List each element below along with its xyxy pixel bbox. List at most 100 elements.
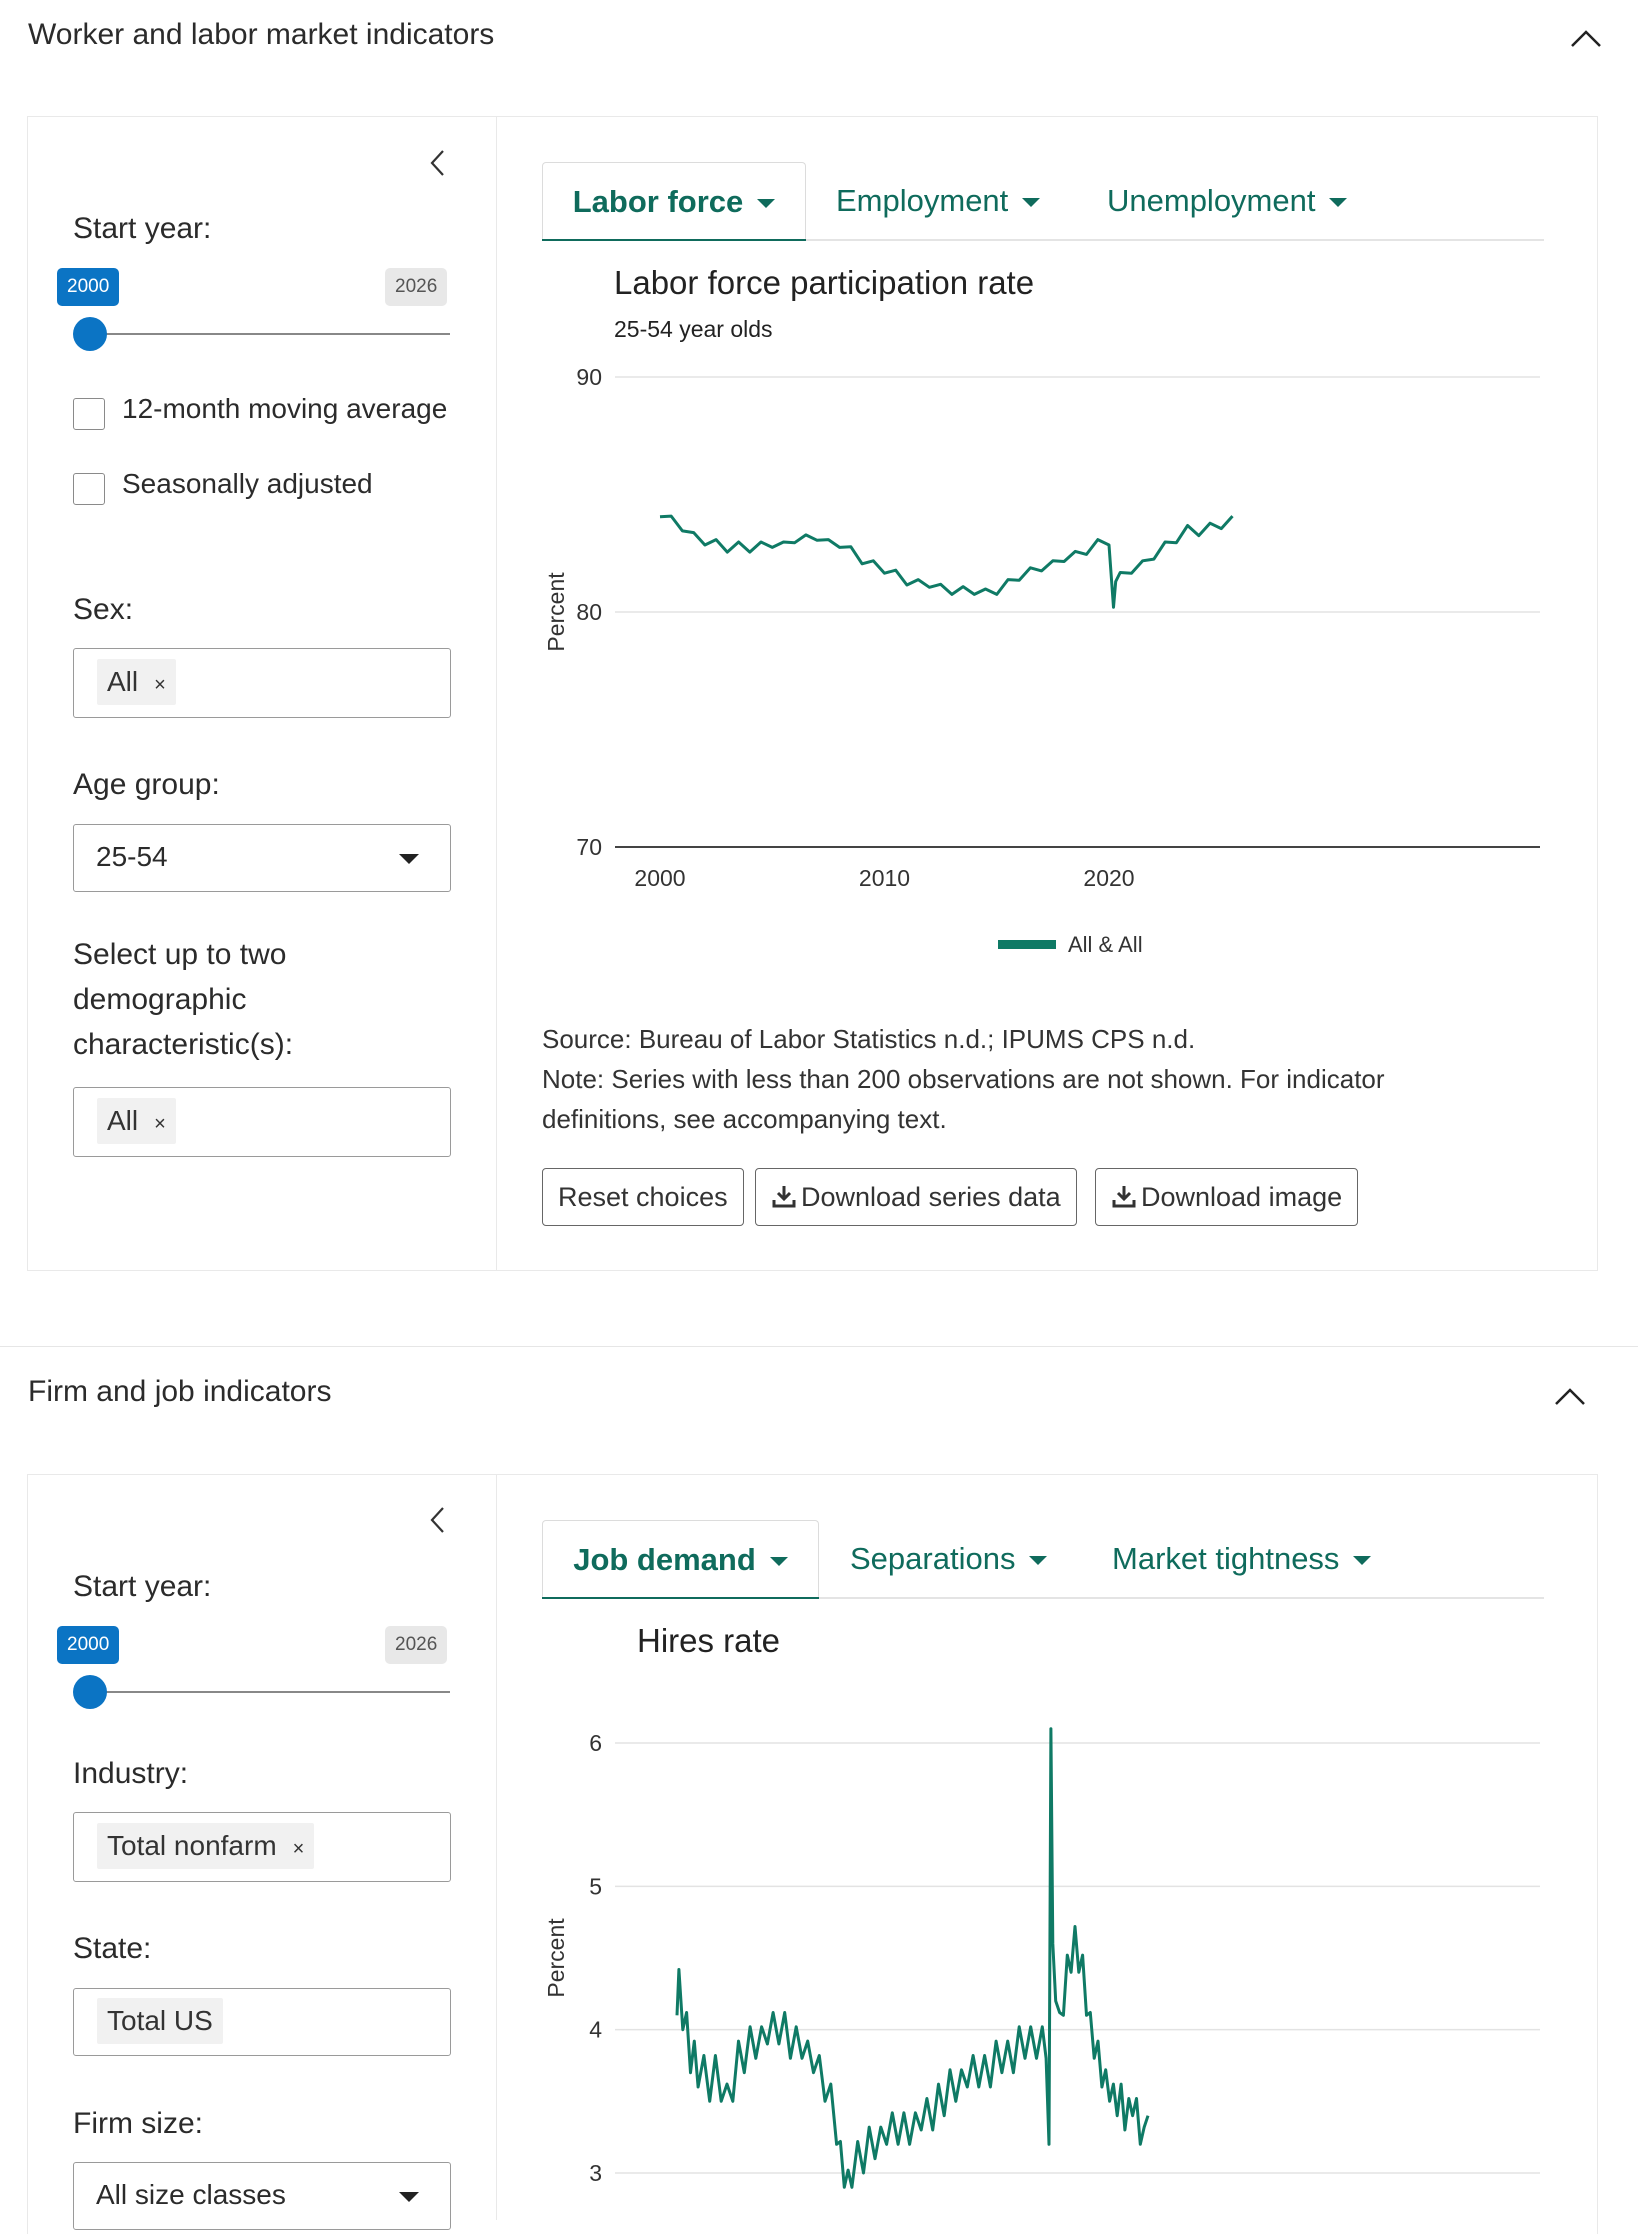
tab-job-demand[interactable]: Job demand [542, 1520, 819, 1598]
tab-separations[interactable]: Separations [850, 1520, 1048, 1598]
chart-title: Hires rate [637, 1622, 781, 1659]
start-year-label: Start year: [73, 1570, 212, 1603]
sex-chip-text: All [107, 666, 139, 697]
tab-bar-line [542, 1597, 1544, 1599]
tab-caret-icon [1029, 1556, 1048, 1566]
state-label: State: [73, 1932, 152, 1965]
age-group-select[interactable]: 25-54 [73, 824, 451, 892]
section-title-worker: Worker and labor market indicators [28, 18, 495, 51]
tab-bar-line [542, 239, 1544, 241]
start-year-badge: 2000 [57, 1626, 120, 1664]
sex-label: Sex: [73, 593, 134, 626]
reset-choices-button[interactable]: Reset choices [542, 1168, 744, 1226]
tab-labor-force[interactable]: Labor force [542, 162, 806, 240]
moving-average-label: 12-month moving average [122, 393, 448, 424]
tab-label: Employment [836, 183, 1009, 218]
tab-unemployment[interactable]: Unemployment [1107, 162, 1348, 240]
tab-label: Job demand [573, 1542, 756, 1577]
download-series-data-button[interactable]: Download series data [755, 1168, 1077, 1226]
download-icon [1112, 1185, 1136, 1208]
collapse-chevron-up-icon[interactable] [1566, 22, 1606, 52]
x-tick-label: 2000 [634, 865, 685, 891]
firm-size-select[interactable]: All size classes [73, 2162, 451, 2230]
note-line-1: Note: Series with less than 200 observat… [542, 1064, 1385, 1094]
y-axis-label: Percent [543, 572, 569, 652]
lfpr-chart: 90 80 70 2000 2010 2020 Percent All & All [543, 364, 1540, 957]
demographic-chip: All × [97, 1098, 176, 1144]
year-slider-handle[interactable] [73, 317, 107, 351]
active-tab-underline [542, 239, 806, 241]
sidebar-divider [496, 117, 497, 1270]
end-year-badge: 2026 [385, 1626, 448, 1664]
sex-multiselect[interactable]: All × [73, 648, 451, 718]
download-icon [772, 1185, 796, 1208]
chart-title: Labor force participation rate [614, 264, 1035, 301]
dropdown-caret-icon [399, 854, 419, 864]
section-title-firm: Firm and job indicators [28, 1375, 332, 1408]
demographic-multiselect[interactable]: All × [73, 1087, 451, 1157]
tab-caret-icon [769, 1557, 788, 1567]
collapse-chevron-up-icon[interactable] [1550, 1380, 1590, 1410]
demographic-label-line2: demographic [73, 983, 247, 1016]
industry-multiselect[interactable]: Total nonfarm × [73, 1812, 451, 1882]
firm-size-label: Firm size: [73, 2107, 203, 2140]
remove-chip-icon[interactable]: × [154, 674, 166, 696]
industry-label: Industry: [73, 1757, 189, 1790]
tab-caret-icon [1022, 198, 1041, 208]
legend-label: All & All [1068, 932, 1143, 957]
year-slider-track[interactable] [90, 1691, 450, 1693]
tab-label: Unemployment [1107, 183, 1316, 218]
seasonally-adjusted-checkbox[interactable] [73, 473, 105, 505]
legend-swatch [998, 940, 1056, 949]
button-label: Download image [1141, 1182, 1343, 1212]
demographic-label-line1: Select up to two [73, 938, 287, 971]
sex-chip: All × [97, 659, 176, 705]
year-slider-track[interactable] [90, 333, 450, 335]
hires-rate-chart: 6 5 4 3 Percent [543, 1727, 1540, 2189]
firm-size-value: All size classes [96, 2179, 286, 2210]
remove-chip-icon[interactable]: × [292, 1838, 305, 1860]
age-group-value: 25-54 [96, 841, 168, 872]
y-tick-label: 4 [589, 2017, 602, 2043]
download-image-button[interactable]: Download image [1095, 1168, 1359, 1226]
section-divider [0, 1346, 1638, 1347]
state-chip: Total US [97, 1998, 223, 2044]
moving-average-checkbox[interactable] [73, 398, 105, 430]
seasonally-adjusted-label: Seasonally adjusted [122, 468, 373, 499]
y-tick-label: 5 [589, 1873, 602, 1899]
collapse-sidebar-chevron-left-icon[interactable] [424, 146, 450, 180]
year-slider-handle[interactable] [73, 1675, 107, 1709]
series-line-hires-rate [675, 1727, 1150, 2189]
x-tick-label: 2020 [1083, 865, 1134, 891]
end-year-badge: 2026 [385, 268, 448, 306]
y-axis-label: Percent [543, 1918, 569, 1998]
tab-caret-icon [757, 199, 776, 209]
tab-label: Labor force [572, 184, 744, 219]
tab-label: Separations [850, 1541, 1016, 1576]
active-tab-underline [542, 1597, 819, 1599]
note-line-2: definitions, see accompanying text. [542, 1104, 947, 1134]
tab-employment[interactable]: Employment [836, 162, 1041, 240]
tab-caret-icon [1329, 198, 1348, 208]
chart-subtitle: 25-54 year olds [614, 316, 773, 342]
start-year-badge: 2000 [57, 268, 120, 306]
collapse-sidebar-chevron-left-icon[interactable] [424, 1503, 450, 1537]
series-line-all-all [659, 514, 1234, 609]
start-year-label: Start year: [73, 212, 212, 245]
remove-chip-icon[interactable]: × [154, 1113, 166, 1135]
state-select[interactable]: Total US [73, 1988, 451, 2056]
y-tick-label: 6 [589, 1730, 602, 1756]
industry-chip: Total nonfarm × [97, 1823, 315, 1869]
source-text: Source: Bureau of Labor Statistics n.d.;… [542, 1024, 1196, 1054]
y-tick-label: 3 [589, 2160, 602, 2186]
button-label: Download series data [801, 1182, 1061, 1212]
x-tick-label: 2010 [859, 865, 910, 891]
demographic-label-line3: characteristic(s): [73, 1028, 294, 1061]
dropdown-caret-icon [399, 2192, 419, 2202]
tab-caret-icon [1353, 1556, 1372, 1566]
tab-market-tightness[interactable]: Market tightness [1112, 1520, 1372, 1598]
sidebar-divider [496, 1475, 497, 2220]
industry-chip-text: Total nonfarm [107, 1830, 277, 1861]
age-group-label: Age group: [73, 768, 220, 801]
tab-label: Market tightness [1112, 1541, 1340, 1576]
